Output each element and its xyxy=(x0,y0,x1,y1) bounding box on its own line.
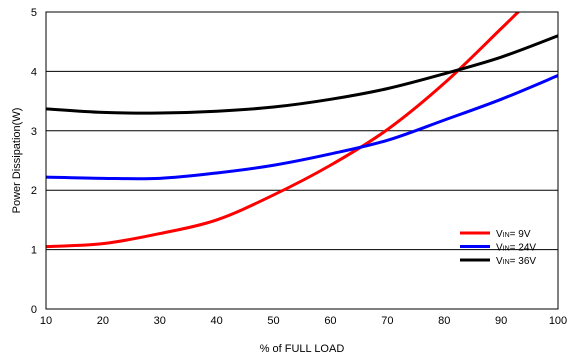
x-tick-label: 70 xyxy=(381,315,393,327)
x-tick-labels: 10 20 30 40 50 60 70 80 90 100 xyxy=(40,315,567,327)
y-tick-label: 3 xyxy=(31,126,37,138)
series-line xyxy=(46,74,558,181)
x-tick-label: 80 xyxy=(438,315,450,327)
x-tick-label: 100 xyxy=(549,315,567,327)
y-tick-label: 5 xyxy=(31,7,37,19)
grid-lines xyxy=(46,70,558,251)
legend: VIN= 9V VIN= 24V VIN= 36V xyxy=(460,229,536,267)
plot-frame xyxy=(45,11,559,310)
legend-label: VIN= 24V xyxy=(496,243,536,254)
x-tick-label: 10 xyxy=(40,315,52,327)
y-tick-label: 4 xyxy=(31,66,37,78)
y-axis-label: Power Dissipation(W) xyxy=(11,108,23,214)
legend-label: VIN= 36V xyxy=(496,256,536,267)
x-tick-label: 60 xyxy=(324,315,336,327)
x-tick-label: 40 xyxy=(211,315,223,327)
y-tick-label: 1 xyxy=(31,245,37,257)
x-axis-label: % of FULL LOAD xyxy=(260,343,345,355)
y-tick-label: 0 xyxy=(31,304,37,316)
series-line xyxy=(46,12,520,249)
series-lines xyxy=(46,12,558,249)
y-tick-labels: 0 1 2 3 4 5 xyxy=(31,7,37,316)
x-tick-label: 30 xyxy=(154,315,166,327)
x-tick-label: 50 xyxy=(267,315,279,327)
legend-label: VIN= 9V xyxy=(496,229,531,240)
series-line xyxy=(46,34,558,115)
x-tick-label: 90 xyxy=(495,315,507,327)
y-tick-label: 2 xyxy=(31,185,37,197)
x-tick-label: 20 xyxy=(97,315,109,327)
